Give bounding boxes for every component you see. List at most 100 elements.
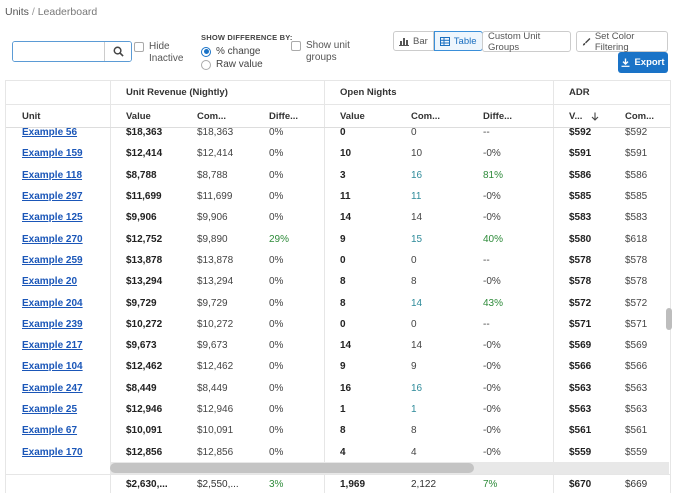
group-header-row: Unit Revenue (Nightly) Open Nights ADR xyxy=(6,81,670,105)
nights-compare: 0 xyxy=(411,318,417,330)
column-header-nights-value[interactable]: Value xyxy=(340,110,365,122)
revenue-difference: 29% xyxy=(269,233,290,245)
bar-view-button[interactable]: Bar xyxy=(393,31,434,51)
revenue-value: $12,462 xyxy=(126,361,163,373)
nights-value: 14 xyxy=(340,212,352,224)
breadcrumb-current: Leaderboard xyxy=(37,6,98,18)
adr-compare: $591 xyxy=(625,148,648,160)
checkbox-box[interactable] xyxy=(291,41,301,51)
nights-value: 0 xyxy=(340,128,346,139)
table-footer-totals: $2,630,... $2,550,... 3% 1,969 2,122 7% … xyxy=(6,474,670,493)
export-label: Export xyxy=(634,57,665,68)
nights-difference: -- xyxy=(483,254,490,266)
unit-link[interactable]: Example 25 xyxy=(22,404,78,416)
revenue-compare: $9,729 xyxy=(197,297,228,309)
total-revenue-difference: 3% xyxy=(269,479,284,490)
scrollbar-thumb[interactable] xyxy=(110,463,474,473)
unit-link[interactable]: Example 217 xyxy=(22,340,83,352)
revenue-difference: 0% xyxy=(269,318,284,330)
adr-value: $580 xyxy=(569,233,592,245)
leaderboard-table: Unit Revenue (Nightly) Open Nights ADR U… xyxy=(5,80,671,493)
column-header-adr-value[interactable]: V... xyxy=(553,105,599,127)
unit-link[interactable]: Example 170 xyxy=(22,446,83,458)
export-button[interactable]: Export xyxy=(618,52,668,73)
revenue-value: $12,946 xyxy=(126,404,163,416)
revenue-compare: $12,946 xyxy=(197,404,234,416)
unit-link[interactable]: Example 56 xyxy=(22,128,78,139)
column-header-nights-compare[interactable]: Com... xyxy=(411,110,441,122)
unit-link[interactable]: Example 239 xyxy=(22,318,83,330)
column-header-revenue-compare[interactable]: Com... xyxy=(197,110,227,122)
search-box xyxy=(12,41,132,62)
download-icon xyxy=(621,58,630,67)
column-header-adr-compare[interactable]: Com... xyxy=(625,110,655,122)
total-adr-compare: $669 xyxy=(625,479,648,490)
adr-value: $563 xyxy=(569,382,592,394)
nights-compare: 4 xyxy=(411,446,417,458)
unit-link[interactable]: Example 118 xyxy=(22,169,83,181)
nights-difference: 81% xyxy=(483,169,504,181)
column-divider xyxy=(110,81,111,493)
table-row: Example 125 $9,906 $9,906 0% 14 14 -0% $583 $583 xyxy=(6,207,670,228)
search-input[interactable] xyxy=(13,42,104,61)
column-header-row: Unit Value Com... Diffe... Value Com... … xyxy=(6,105,670,128)
adr-compare: $583 xyxy=(625,212,648,224)
adr-compare: $572 xyxy=(625,297,648,309)
column-header-revenue-difference[interactable]: Diffe... xyxy=(269,110,299,122)
revenue-value: $10,272 xyxy=(126,318,163,330)
adr-value: $585 xyxy=(569,191,592,203)
bar-view-label: Bar xyxy=(413,35,428,47)
hide-inactive-checkbox[interactable]: Hide Inactive xyxy=(134,41,188,65)
column-header-revenue-value[interactable]: Value xyxy=(126,110,151,122)
nights-value: 0 xyxy=(340,254,346,266)
radio-dot[interactable] xyxy=(201,59,211,70)
show-unit-groups-checkbox[interactable]: Show unit groups xyxy=(291,40,355,64)
unit-link[interactable]: Example 104 xyxy=(22,361,83,373)
nights-difference: -0% xyxy=(483,404,501,416)
column-header-unit[interactable]: Unit xyxy=(22,110,41,122)
unit-link[interactable]: Example 259 xyxy=(22,254,83,266)
breadcrumb-parent[interactable]: Units xyxy=(5,6,29,18)
unit-link[interactable]: Example 20 xyxy=(22,276,78,288)
nights-value: 16 xyxy=(340,382,352,394)
nights-compare: 8 xyxy=(411,276,417,288)
radio-raw-value[interactable]: Raw value xyxy=(201,58,293,71)
unit-link[interactable]: Example 125 xyxy=(22,212,83,224)
radio-percent-change[interactable]: % change xyxy=(201,45,293,58)
table-row: Example 67 $10,091 $10,091 0% 8 8 -0% $561 $561 xyxy=(6,420,670,441)
nights-compare: 16 xyxy=(411,382,423,394)
horizontal-scrollbar[interactable] xyxy=(110,462,669,474)
adr-value: $572 xyxy=(569,297,592,309)
revenue-compare: $18,363 xyxy=(197,128,234,139)
unit-link[interactable]: Example 247 xyxy=(22,382,83,394)
nights-difference: -0% xyxy=(483,425,501,437)
nights-value: 8 xyxy=(340,276,346,288)
unit-link[interactable]: Example 159 xyxy=(22,148,83,160)
table-row: Example 25 $12,946 $12,946 0% 1 1 -0% $563 $563 xyxy=(6,399,670,420)
checkbox-box[interactable] xyxy=(134,42,144,52)
unit-link[interactable]: Example 270 xyxy=(22,233,83,245)
vertical-scrollbar[interactable] xyxy=(666,128,673,460)
unit-link[interactable]: Example 297 xyxy=(22,191,83,203)
radio-dot-selected[interactable] xyxy=(201,46,211,57)
revenue-compare: $12,462 xyxy=(197,361,234,373)
unit-link[interactable]: Example 204 xyxy=(22,297,83,309)
set-color-filtering-button[interactable]: Set Color Filtering xyxy=(576,31,668,53)
adr-compare: $592 xyxy=(625,128,648,139)
adr-value: $563 xyxy=(569,404,592,416)
table-view-button[interactable]: Table xyxy=(433,31,483,51)
adr-compare: $563 xyxy=(625,404,648,416)
difference-selector: SHOW DIFFERENCE BY: % change Raw value xyxy=(201,33,293,71)
scrollbar-thumb[interactable] xyxy=(666,308,672,330)
custom-unit-groups-button[interactable]: Custom Unit Groups xyxy=(482,31,571,53)
revenue-compare: $9,673 xyxy=(197,340,228,352)
column-header-nights-difference[interactable]: Diffe... xyxy=(483,110,513,122)
unit-link[interactable]: Example 67 xyxy=(22,425,78,437)
table-row: Example 56 $18,363 $18,363 0% 0 0 -- $592 $592 xyxy=(6,128,670,143)
adr-compare: $578 xyxy=(625,276,648,288)
revenue-difference: 0% xyxy=(269,340,284,352)
search-button[interactable] xyxy=(104,42,131,61)
revenue-compare: $13,294 xyxy=(197,276,234,288)
adr-compare: $586 xyxy=(625,169,648,181)
group-header-unit-revenue: Unit Revenue (Nightly) xyxy=(126,87,228,98)
